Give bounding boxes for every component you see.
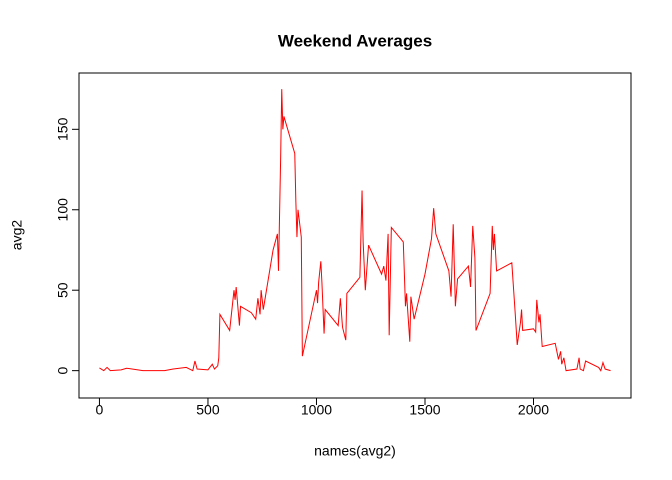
y-tick-label: 100 xyxy=(55,198,71,222)
x-tick-label: 0 xyxy=(96,402,104,418)
x-axis-label: names(avg2) xyxy=(314,443,396,459)
y-axis-label: avg2 xyxy=(9,220,25,251)
x-tick-label: 1000 xyxy=(301,402,332,418)
y-tick-label: 50 xyxy=(55,282,71,298)
x-tick-label: 1500 xyxy=(409,402,440,418)
y-tick-label: 150 xyxy=(55,117,71,141)
data-line xyxy=(99,89,611,372)
y-tick-label: 0 xyxy=(55,367,71,375)
x-tick-label: 500 xyxy=(196,402,220,418)
x-tick-label: 2000 xyxy=(518,402,549,418)
chart-title: Weekend Averages xyxy=(278,31,432,50)
plot-frame xyxy=(78,72,632,399)
